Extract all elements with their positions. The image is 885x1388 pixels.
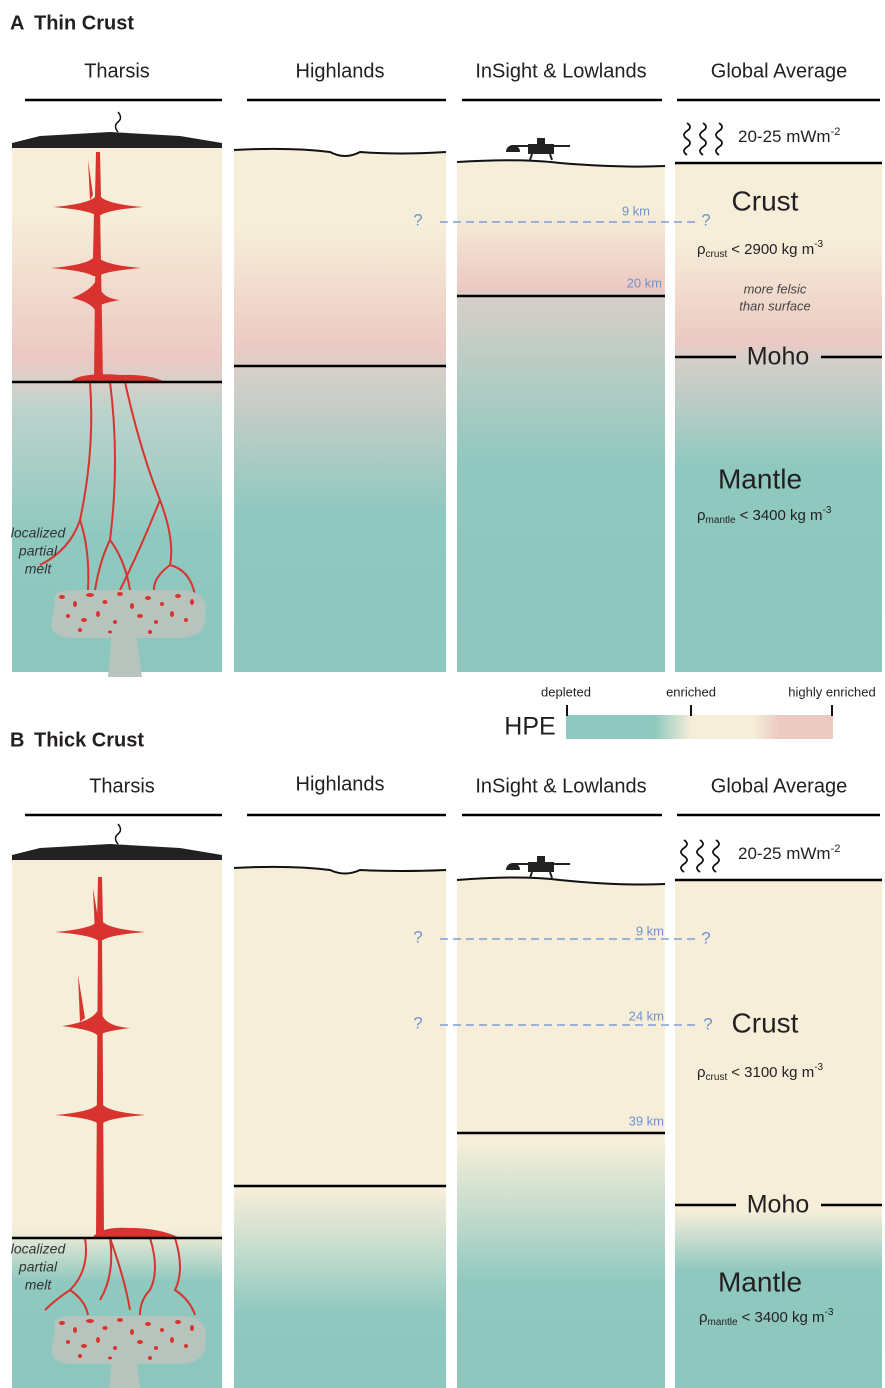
lander [505, 137, 571, 161]
plume [114, 823, 122, 845]
depth-label: 20 km [627, 275, 662, 290]
crust-density: ρcrust < 2900 kg m-3 [697, 239, 824, 260]
column-global [675, 163, 882, 672]
surface [456, 159, 666, 168]
column-tharsis [12, 858, 222, 1388]
mantle-label: Mantle [718, 463, 802, 494]
panel-label: B [10, 729, 24, 751]
mantle-label: Mantle [718, 1266, 802, 1297]
melt-label: localized [11, 525, 67, 541]
column-highlands [234, 148, 446, 672]
lander [505, 855, 571, 879]
mantle-density: ρmantle < 3400 kg m-3 [697, 505, 832, 526]
melt-label: partial [18, 543, 58, 559]
column-title: Highlands [296, 773, 385, 795]
legend-label: enriched [666, 684, 716, 699]
column-title: InSight & Lowlands [475, 60, 646, 82]
column-title: InSight & Lowlands [475, 775, 646, 797]
column-title: Global Average [711, 60, 847, 82]
heat-waves [680, 839, 720, 873]
dikes [39, 152, 196, 596]
panel-b: B Thick Crust Tharsis Highlands InSight … [10, 729, 882, 1388]
surface [233, 147, 447, 157]
panel-title: Thin Crust [34, 12, 134, 34]
column-title: Tharsis [89, 775, 155, 797]
heat-flow: 20-25 mWm-2 [738, 126, 840, 147]
heat-flow: 20-25 mWm-2 [738, 843, 840, 864]
unknown-marker: ? [413, 210, 422, 229]
column-tharsis [12, 145, 222, 672]
unknown-marker: ? [701, 210, 710, 229]
melt-label: melt [25, 561, 53, 577]
crust-note: than surface [739, 298, 811, 313]
column-insight [457, 160, 665, 672]
depth-label: 39 km [629, 1113, 664, 1128]
legend-label: depleted [541, 684, 591, 699]
depth-label: 9 km [622, 203, 650, 218]
unknown-marker: ? [701, 928, 710, 947]
panel-label: A [10, 12, 24, 34]
depth-label: 9 km [636, 923, 664, 938]
legend-title: HPE [504, 713, 555, 741]
mantle-density: ρmantle < 3400 kg m-3 [699, 1307, 834, 1328]
panel-a: A Thin Crust Tharsis Highlands InSight &… [10, 12, 882, 677]
melt-label: partial [18, 1259, 58, 1275]
crust-density: ρcrust < 3100 kg m-3 [697, 1062, 824, 1083]
crust-label: Crust [732, 1007, 799, 1038]
column-highlands [234, 866, 446, 1388]
unknown-marker: ? [413, 927, 422, 946]
legend-bar [566, 715, 833, 739]
legend: depleted enriched highly enriched HPE [504, 684, 875, 740]
column-title: Tharsis [84, 60, 150, 82]
volcano [12, 132, 222, 148]
plume [114, 111, 122, 133]
surface [233, 865, 447, 875]
panel-title: Thick Crust [34, 729, 144, 751]
crust-note: more felsic [744, 281, 807, 296]
moho-label: Moho [747, 1191, 810, 1219]
unknown-marker: ? [413, 1013, 422, 1032]
legend-label: highly enriched [788, 684, 875, 699]
surface [456, 876, 666, 886]
heat-waves [683, 122, 723, 156]
crust-label: Crust [732, 185, 799, 216]
column-global [675, 880, 882, 1388]
dikes [44, 877, 196, 1316]
melt-label: localized [11, 1241, 67, 1257]
volcano [12, 844, 222, 860]
unknown-marker: ? [703, 1014, 712, 1033]
column-title: Highlands [296, 60, 385, 82]
moho-label: Moho [747, 343, 810, 371]
melt-label: melt [25, 1277, 53, 1293]
column-title: Global Average [711, 775, 847, 797]
depth-label: 24 km [629, 1008, 664, 1023]
